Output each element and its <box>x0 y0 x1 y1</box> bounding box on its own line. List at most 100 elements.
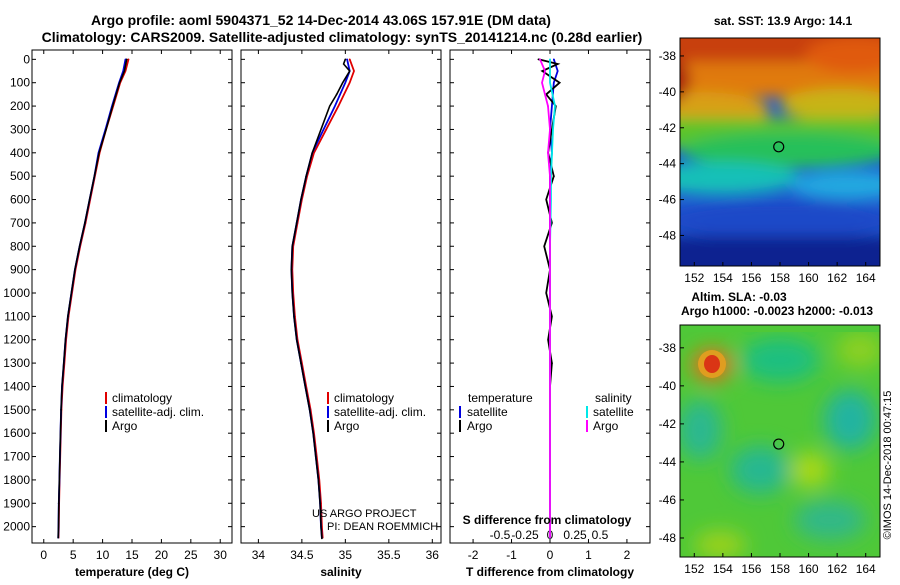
series-point <box>346 58 348 61</box>
title-line-2: Climatology: CARS2009. Satellite-adjuste… <box>42 29 643 45</box>
lat-tick-label: -44 <box>659 157 677 171</box>
x-tick-label: 30 <box>214 548 228 562</box>
lon-tick-label: 158 <box>770 562 790 576</box>
lat-tick-label: -42 <box>659 417 677 431</box>
series-point <box>320 537 323 540</box>
lon-tick-label: 164 <box>856 562 876 576</box>
sla-map-axes: 152 154 156 158 160 162 164 -38 -40 -42 -44 -46 -48 <box>659 341 876 576</box>
series-point <box>314 455 317 458</box>
lon-tick-label: 162 <box>827 271 847 285</box>
x-tick-label: 10 <box>96 548 110 562</box>
lon-tick-label: 158 <box>770 271 790 285</box>
x-tick-label: 20 <box>155 548 169 562</box>
temperature-legend: climatology satellite-adj. clim. Argo <box>105 391 204 433</box>
lat-tick-label: -46 <box>659 193 677 207</box>
depth-tick-label: 1700 <box>3 450 30 464</box>
series-point <box>60 408 63 411</box>
depth-tick-label: 1500 <box>3 403 30 417</box>
temperature-plot: 0 5 10 15 20 25 30 temperature (deg C) <box>32 50 232 579</box>
lon-tick-label: 156 <box>741 562 761 576</box>
salinity-legend: climatology satellite-adj. clim. Argo <box>327 391 426 433</box>
series-point <box>549 385 551 388</box>
temperature-panel <box>31 49 233 544</box>
legend-label-temp-argo: Argo <box>467 419 493 433</box>
legend-label-satellite: satellite-adj. clim. <box>112 405 204 419</box>
s-diff-tick-label: 0.25 <box>563 528 587 542</box>
depth-tick-label: 1000 <box>3 286 30 300</box>
series-point <box>127 58 130 61</box>
x-axis-label: salinity <box>320 565 362 579</box>
depth-tick-label: 300 <box>10 122 30 136</box>
depth-tick-label: 100 <box>10 76 30 90</box>
series-point <box>125 58 128 61</box>
legend-label-sal-argo: Argo <box>593 419 619 433</box>
depth-tick-label: 600 <box>10 193 30 207</box>
x-tick-label: -1 <box>506 548 517 562</box>
depth-tick-label: 2000 <box>3 520 30 534</box>
lat-tick-label: -38 <box>659 341 677 355</box>
depth-tick-label: 1200 <box>3 333 30 347</box>
sla-map-title-line-1: Altim. SLA: -0.03 <box>691 290 787 304</box>
s-diff-tick-label: -0.25 <box>511 528 539 542</box>
legend-title-salinity: salinity <box>595 391 632 405</box>
lat-tick-label: -48 <box>659 228 677 242</box>
series-point <box>537 58 540 61</box>
series-point <box>539 58 541 61</box>
x-tick-label: 34.5 <box>290 548 314 562</box>
depth-tick-label: 900 <box>10 263 30 277</box>
series-point <box>300 362 302 364</box>
depth-axis: 0 100 200 300 400 500 600 700 800 900 1000 1100 1200… <box>3 52 30 533</box>
depth-tick-label: 1400 <box>3 379 30 393</box>
x-tick-label: 2 <box>624 548 631 562</box>
s-diff-tick-label: 0.5 <box>592 528 609 542</box>
x-axis-label: temperature (deg C) <box>75 565 189 579</box>
depth-tick-label: 200 <box>10 99 30 113</box>
sst-map-title: sat. SST: 13.9 Argo: 14.1 <box>714 14 853 28</box>
x-tick-label: 35.5 <box>377 548 401 562</box>
depth-tick-label: 1600 <box>3 426 30 440</box>
depth-tick-label: 1800 <box>3 473 30 487</box>
depth-tick-label: 400 <box>10 146 30 160</box>
imos-timestamp: ©IMOS 14-Dec-2018 00:47:15 <box>882 391 894 540</box>
series-line-satellite-adj-clim- <box>57 59 127 539</box>
project-annotation: US ARGO PROJECT <box>312 508 417 520</box>
legend-label-argo: Argo <box>112 419 138 433</box>
series-point <box>105 128 108 131</box>
depth-tick-label: 700 <box>10 216 30 230</box>
series-point <box>549 58 551 61</box>
series-point <box>549 198 551 201</box>
legend-label-argo: Argo <box>334 419 360 433</box>
series-point <box>305 175 308 178</box>
series-point <box>335 93 338 96</box>
lat-tick-label: -40 <box>659 379 677 393</box>
series-point <box>290 268 293 271</box>
difference-legend: temperature satellite Argo salinity sate… <box>459 391 634 433</box>
x-tick-label: 0 <box>40 548 47 562</box>
lon-tick-label: 154 <box>713 271 733 285</box>
lon-tick-label: 156 <box>741 271 761 285</box>
sla-map-title-line-2: Argo h1000: -0.0023 h2000: -0.013 <box>681 304 873 318</box>
series-point <box>552 175 555 178</box>
series-line-argo <box>290 59 351 539</box>
series-line-climatology <box>57 59 130 539</box>
x-tick-label: 0 <box>547 548 554 562</box>
series-line-argo <box>57 59 128 539</box>
series-line-salinity-argo <box>539 58 551 539</box>
lat-tick-label: -42 <box>659 121 677 135</box>
depth-tick-label: 0 <box>23 52 30 66</box>
sst-map-axes: 152 154 156 158 160 162 164 -38 -40 -42 -44 -46 -48 <box>659 49 876 285</box>
argo-location-marker <box>773 141 785 153</box>
lon-tick-label: 160 <box>799 271 819 285</box>
lon-tick-label: 154 <box>713 562 733 576</box>
lon-tick-label: 152 <box>684 271 704 285</box>
s-diff-tick-label: -0.5 <box>490 528 511 542</box>
series-point <box>322 128 325 131</box>
series-point <box>66 315 69 318</box>
series-point <box>348 58 351 61</box>
series-point <box>344 58 347 61</box>
legend-title-temperature: temperature <box>468 391 533 405</box>
series-point <box>551 151 553 154</box>
lon-tick-label: 164 <box>856 271 876 285</box>
